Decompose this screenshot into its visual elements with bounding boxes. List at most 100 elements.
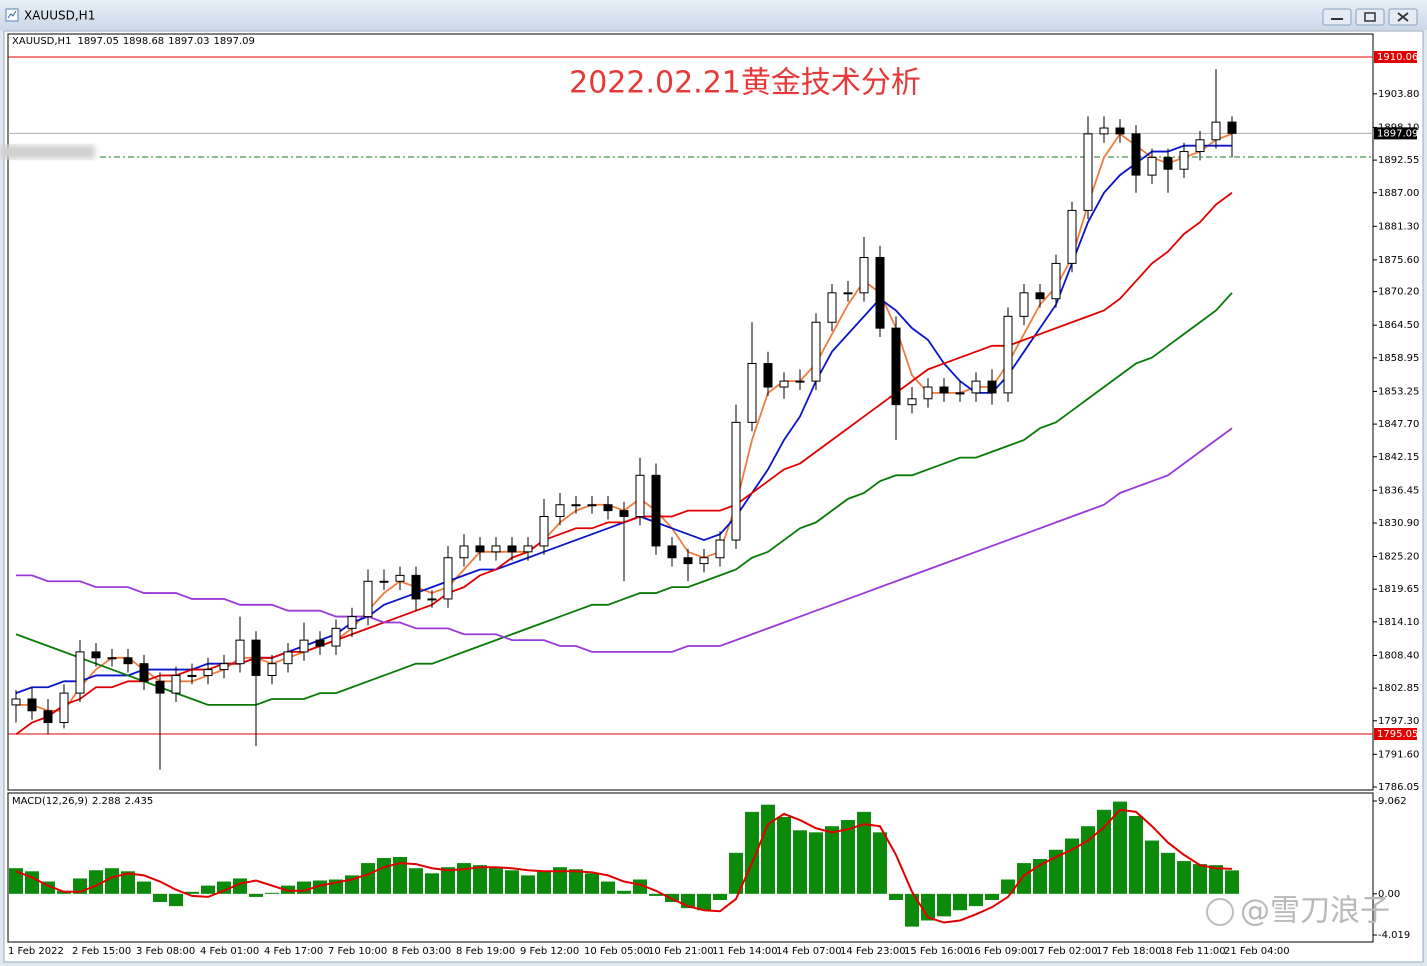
y-tick-label: 1836.45 (1378, 485, 1419, 496)
candle-body (283, 651, 293, 665)
signal-line (15, 808, 1233, 924)
candle-body (1003, 315, 1013, 394)
y-tick-label: 1791.60 (1378, 749, 1419, 760)
candle-body (651, 474, 661, 547)
candle-body (267, 663, 277, 676)
candle-body (827, 292, 837, 323)
candle-body (779, 380, 789, 388)
y-tick-label: 1842.15 (1378, 452, 1419, 463)
candle-body (155, 680, 165, 694)
minimize-button[interactable] (1322, 8, 1352, 26)
candle-body (715, 539, 725, 559)
candle-body (363, 580, 373, 618)
macd-bar (361, 863, 375, 894)
macd-bar (857, 811, 871, 894)
price-tag (1374, 127, 1417, 140)
candle-body (587, 504, 597, 507)
macd-bar (489, 867, 503, 894)
macd-bar (969, 893, 983, 907)
window-title: XAUUSD,H1 (24, 9, 95, 23)
candle-body (859, 257, 869, 294)
y-tick-label: 1797.30 (1378, 716, 1419, 727)
macd-bar (1145, 840, 1159, 894)
candle-body (667, 545, 677, 559)
macd-bar (473, 865, 487, 894)
price-panel (7, 33, 1374, 791)
candle-body (475, 545, 485, 553)
macd-bar (185, 891, 199, 894)
chart-title: 2022.02.21黄金技术分析 (569, 66, 921, 101)
x-tick-label: 18 Feb 11:00 (1160, 946, 1226, 957)
title-bar (0, 0, 1427, 30)
macd-bar (249, 893, 263, 897)
candle-body (891, 327, 901, 406)
macd-bar (297, 881, 311, 894)
candle-body (11, 698, 21, 706)
macd-bar (121, 871, 135, 894)
x-tick-label: 14 Feb 23:00 (840, 946, 906, 957)
moving-average (15, 292, 1233, 706)
restore-button[interactable] (1355, 8, 1385, 26)
y-tick-label: 1814.10 (1378, 617, 1419, 628)
x-tick-label: 10 Feb 05:00 (584, 946, 650, 957)
macd-bar (137, 881, 151, 894)
candle-body (299, 639, 309, 653)
x-tick-label: 17 Feb 02:00 (1032, 946, 1098, 957)
x-tick-label: 7 Feb 10:00 (328, 946, 387, 957)
x-tick-label: 3 Feb 08:00 (136, 946, 195, 957)
macd-bar (553, 867, 567, 894)
macd-bar (1225, 870, 1239, 894)
y-tick-label: 1847.70 (1378, 419, 1419, 430)
candle-body (171, 674, 181, 694)
y-tick-label: 1864.50 (1378, 320, 1419, 331)
candle-body (747, 362, 757, 423)
macd-bar (889, 893, 903, 900)
candle-body (1035, 292, 1045, 300)
candle-body (1227, 121, 1237, 134)
level-label: 1910.06 (1377, 52, 1418, 63)
watermark-logo (1206, 898, 1234, 926)
macd-bar (825, 826, 839, 894)
y-tick-label: 1881.30 (1378, 221, 1419, 232)
watermark: @雪刀浪子 (1240, 894, 1390, 929)
macd-bar (441, 867, 455, 894)
macd-bar (585, 873, 599, 894)
macd-value: 2.288 (92, 796, 121, 807)
candle-body (955, 392, 965, 395)
candle-body (971, 380, 981, 394)
level-label: 1795.05 (1377, 729, 1418, 740)
header-low: 1897.03 (168, 36, 209, 47)
macd-bar (409, 868, 423, 894)
candle-body (395, 574, 405, 582)
macd-bar (777, 816, 791, 894)
candle-body (1019, 292, 1029, 317)
y-tick-label: 1808.40 (1378, 650, 1419, 661)
close-glyph (1397, 12, 1409, 22)
candle-body (939, 386, 949, 394)
signal-value: 2.435 (125, 796, 154, 807)
window-buttons[interactable] (1322, 8, 1418, 26)
candle-body (731, 421, 741, 541)
candle-body (123, 657, 133, 665)
macd-bar (985, 893, 999, 900)
macd-bar (873, 832, 887, 894)
macd-bar (1193, 864, 1207, 894)
macd-bar (1017, 863, 1031, 894)
y-tick-label: 1825.20 (1378, 552, 1419, 563)
candle-body (107, 657, 117, 660)
candle-body (203, 669, 213, 676)
candle-body (59, 692, 69, 724)
candle-body (603, 504, 613, 512)
macd-bar (105, 868, 119, 894)
candle-body (139, 663, 149, 682)
macd-bar (697, 893, 711, 911)
y-tick-label: 9.062 (1378, 796, 1407, 807)
macd-bar (601, 881, 615, 894)
x-tick-label: 21 Feb 04:00 (1224, 946, 1290, 957)
macd-bar (457, 863, 471, 894)
x-tick-label: 16 Feb 09:00 (968, 946, 1034, 957)
blurred-label (0, 145, 95, 159)
candle-body (27, 698, 37, 712)
candle-body (491, 545, 501, 553)
